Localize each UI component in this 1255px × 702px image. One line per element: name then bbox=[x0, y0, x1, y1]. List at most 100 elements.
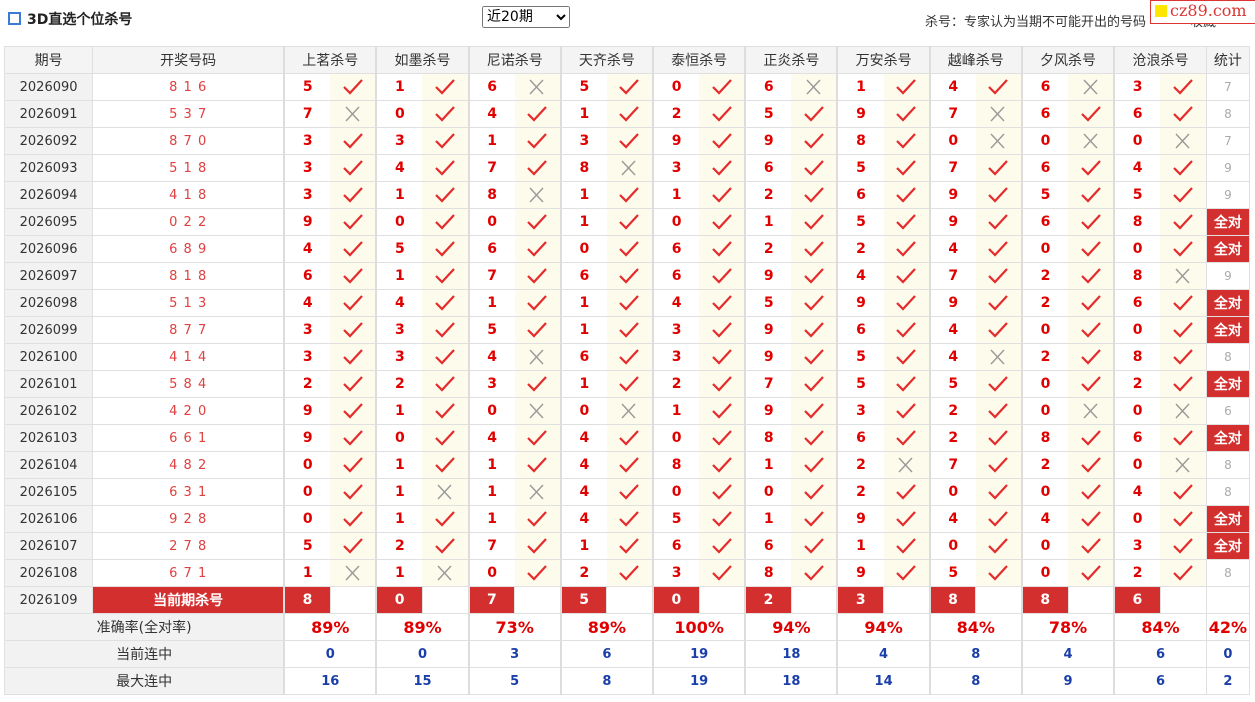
kill-number: 9 bbox=[744, 262, 792, 290]
current-kill: 5 bbox=[559, 586, 608, 614]
check-icon bbox=[435, 268, 455, 284]
kill-number: 9 bbox=[283, 397, 331, 425]
check-icon bbox=[711, 430, 732, 446]
kill-result bbox=[1068, 397, 1115, 425]
kill-result bbox=[1160, 478, 1207, 506]
kill-result bbox=[330, 73, 377, 101]
kill-number: 3 bbox=[836, 397, 884, 425]
kill-number: 0 bbox=[1113, 397, 1161, 425]
kill-number: 7 bbox=[928, 451, 976, 479]
column-header: 万安杀号 bbox=[836, 46, 931, 74]
kill-number: 1 bbox=[559, 208, 607, 236]
cross-icon bbox=[621, 160, 636, 176]
empty-cell bbox=[1067, 586, 1115, 614]
current-kill: 3 bbox=[836, 586, 885, 614]
kill-result bbox=[606, 316, 654, 344]
kill-number: 6 bbox=[652, 235, 700, 263]
kill-result bbox=[514, 235, 562, 263]
kill-result bbox=[699, 73, 746, 101]
kill-number: 3 bbox=[283, 127, 331, 155]
check-icon bbox=[711, 457, 732, 473]
kill-number: 7 bbox=[467, 154, 515, 182]
kill-result bbox=[330, 235, 377, 263]
kill-table: 期号 开奖号码 上茗杀号 如墨杀号 尼诺杀号 天齐杀号 泰恒杀号 正炎杀号 万安杀号 越峰杀号 夕风… bbox=[3, 46, 1251, 695]
kill-number: 1 bbox=[652, 397, 700, 425]
kill-number: 2 bbox=[836, 451, 884, 479]
kill-result bbox=[422, 73, 470, 101]
kill-number: 1 bbox=[559, 532, 607, 560]
kill-number: 4 bbox=[375, 289, 423, 317]
empty-cell bbox=[1159, 586, 1207, 614]
check-icon bbox=[435, 133, 455, 149]
summary-row: 准确率(全对率) 89% 89% 73% 89% 100% 94% 94% 84% 78% 84% 4… bbox=[4, 613, 1251, 641]
data-row: 2026096 6 8 9 4 5 6 0 6 2 2 4 0 0 全对 bbox=[3, 235, 1251, 263]
kill-number: 6 bbox=[652, 262, 700, 290]
column-header: 开奖号码 bbox=[92, 46, 285, 74]
check-icon bbox=[711, 403, 732, 419]
check-icon bbox=[619, 106, 640, 122]
kill-result bbox=[606, 181, 654, 209]
kill-number: 7 bbox=[467, 262, 515, 290]
kill-result bbox=[975, 235, 1023, 263]
kill-number: 5 bbox=[928, 370, 976, 398]
kill-number: 0 bbox=[375, 208, 423, 236]
kill-result bbox=[514, 289, 562, 317]
cross-icon bbox=[621, 403, 636, 419]
kill-result bbox=[975, 208, 1023, 236]
kill-number: 0 bbox=[1020, 559, 1069, 587]
kill-number: 8 bbox=[744, 424, 792, 452]
kill-number: 0 bbox=[744, 478, 792, 506]
summary-value: 94% bbox=[744, 613, 838, 641]
check-icon bbox=[343, 403, 363, 419]
kill-result bbox=[422, 181, 470, 209]
check-icon bbox=[527, 376, 548, 392]
kill-number: 9 bbox=[744, 316, 792, 344]
kill-number: 6 bbox=[467, 235, 515, 263]
kill-result bbox=[330, 343, 377, 371]
kill-number: 6 bbox=[559, 343, 607, 371]
kill-result bbox=[330, 532, 377, 560]
check-icon bbox=[1080, 430, 1101, 446]
kill-number: 4 bbox=[836, 262, 884, 290]
kill-result bbox=[1160, 370, 1207, 398]
kill-result bbox=[1160, 451, 1207, 479]
kill-result bbox=[330, 208, 377, 236]
kill-number: 4 bbox=[928, 343, 976, 371]
check-icon bbox=[988, 295, 1009, 311]
check-icon bbox=[527, 511, 548, 527]
kill-result bbox=[1068, 127, 1115, 155]
kill-number: 3 bbox=[1113, 532, 1161, 560]
period-select[interactable]: 近20期 bbox=[482, 6, 570, 28]
summary-value: 6 bbox=[1113, 640, 1207, 668]
kill-number: 1 bbox=[375, 505, 423, 533]
kill-result bbox=[975, 154, 1023, 182]
kill-result bbox=[791, 424, 838, 452]
check-icon bbox=[343, 538, 363, 554]
kill-result bbox=[1068, 100, 1115, 128]
kill-number: 0 bbox=[652, 208, 700, 236]
current-row: 2026109 当前期杀号 8 0 7 5 0 2 3 8 8 6 bbox=[3, 586, 1251, 614]
kill-result bbox=[791, 559, 838, 587]
check-icon bbox=[896, 349, 916, 365]
kill-result bbox=[1068, 208, 1115, 236]
kill-number: 7 bbox=[928, 262, 976, 290]
check-icon bbox=[527, 241, 548, 257]
kill-result bbox=[975, 316, 1023, 344]
kill-number: 2 bbox=[1020, 289, 1069, 317]
check-icon bbox=[343, 241, 363, 257]
check-icon bbox=[343, 511, 363, 527]
empty-cell bbox=[698, 586, 746, 614]
kill-number: 0 bbox=[283, 478, 331, 506]
kill-number: 9 bbox=[836, 289, 884, 317]
kill-number: 6 bbox=[744, 154, 792, 182]
cross-icon bbox=[990, 133, 1005, 149]
summary-value: 9 bbox=[1020, 667, 1115, 695]
kill-result bbox=[330, 397, 377, 425]
draw-number: 4 8 2 bbox=[92, 451, 285, 479]
check-icon bbox=[896, 268, 916, 284]
kill-number: 8 bbox=[559, 154, 607, 182]
check-icon bbox=[435, 511, 455, 527]
kill-number: 6 bbox=[836, 181, 884, 209]
summary-value: 78% bbox=[1020, 613, 1115, 641]
kill-number: 1 bbox=[375, 397, 423, 425]
